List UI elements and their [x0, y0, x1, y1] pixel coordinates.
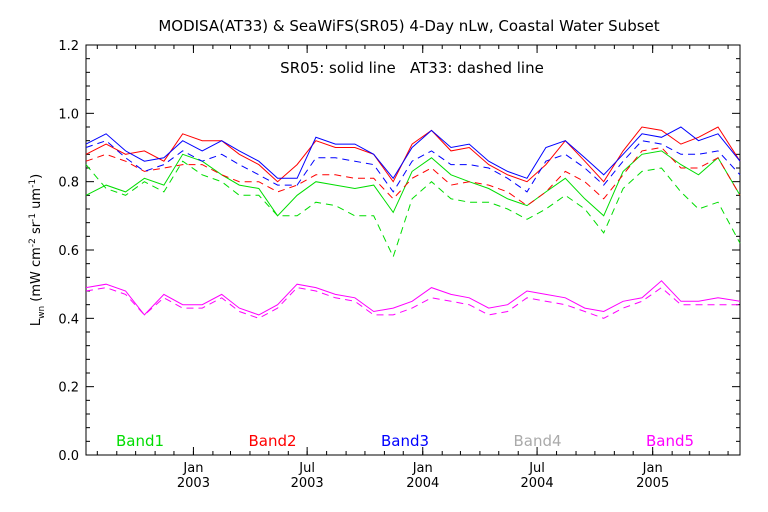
series-band3-sr05	[85, 126, 741, 180]
series-band3-at33	[85, 140, 741, 193]
series-band1-at33	[85, 160, 741, 259]
series-band1-sr05	[85, 150, 741, 217]
y-tick-label: 0.0	[58, 449, 79, 464]
x-tick-month: Jul	[528, 461, 545, 476]
chart-annotation: SR05: solid line AT33: dashed line	[280, 59, 544, 77]
x-tick-year: 2004	[521, 476, 554, 491]
series-band2-sr05	[85, 126, 741, 183]
y-axis-label: Lwn (mW cm-2 sr-1 um-1)	[28, 174, 47, 326]
y-tick-label: 0.6	[58, 244, 79, 259]
x-tick-year: 2003	[291, 476, 324, 491]
legend-band3: Band3	[381, 432, 429, 450]
chart-title: MODISA(AT33) & SeaWiFS(SR05) 4-Day nLw, …	[158, 17, 659, 35]
y-tick-label: 1.2	[58, 39, 79, 54]
x-tick-month: Jan	[182, 461, 203, 476]
x-tick-month: Jul	[298, 461, 315, 476]
series-layer	[85, 126, 741, 319]
x-tick-month: Jan	[642, 461, 663, 476]
series-band2-at33	[85, 146, 741, 207]
y-tick-label: 0.4	[58, 312, 79, 327]
x-tick-year: 2003	[177, 476, 210, 491]
legend-band1: Band1	[116, 432, 164, 450]
plot-frame	[85, 44, 741, 456]
y-tick-label: 1.0	[58, 107, 79, 122]
legend-band5: Band5	[646, 432, 694, 450]
series-band5-at33	[85, 286, 740, 319]
legend-band4: Band4	[513, 432, 561, 450]
y-tick-label: 0.2	[58, 381, 79, 396]
legend: Band1 Band2 Band3 Band4 Band5	[116, 432, 694, 450]
x-tick-month: Jan	[412, 461, 433, 476]
y-tick-label: 0.8	[58, 176, 79, 191]
x-tick-year: 2004	[406, 476, 439, 491]
x-tick-year: 2005	[636, 476, 669, 491]
legend-band2: Band2	[248, 432, 296, 450]
series-band5-sr05	[85, 280, 741, 316]
y-axis: 0.0 0.2 0.4 0.6 0.8 1.0 1.2	[58, 39, 740, 464]
